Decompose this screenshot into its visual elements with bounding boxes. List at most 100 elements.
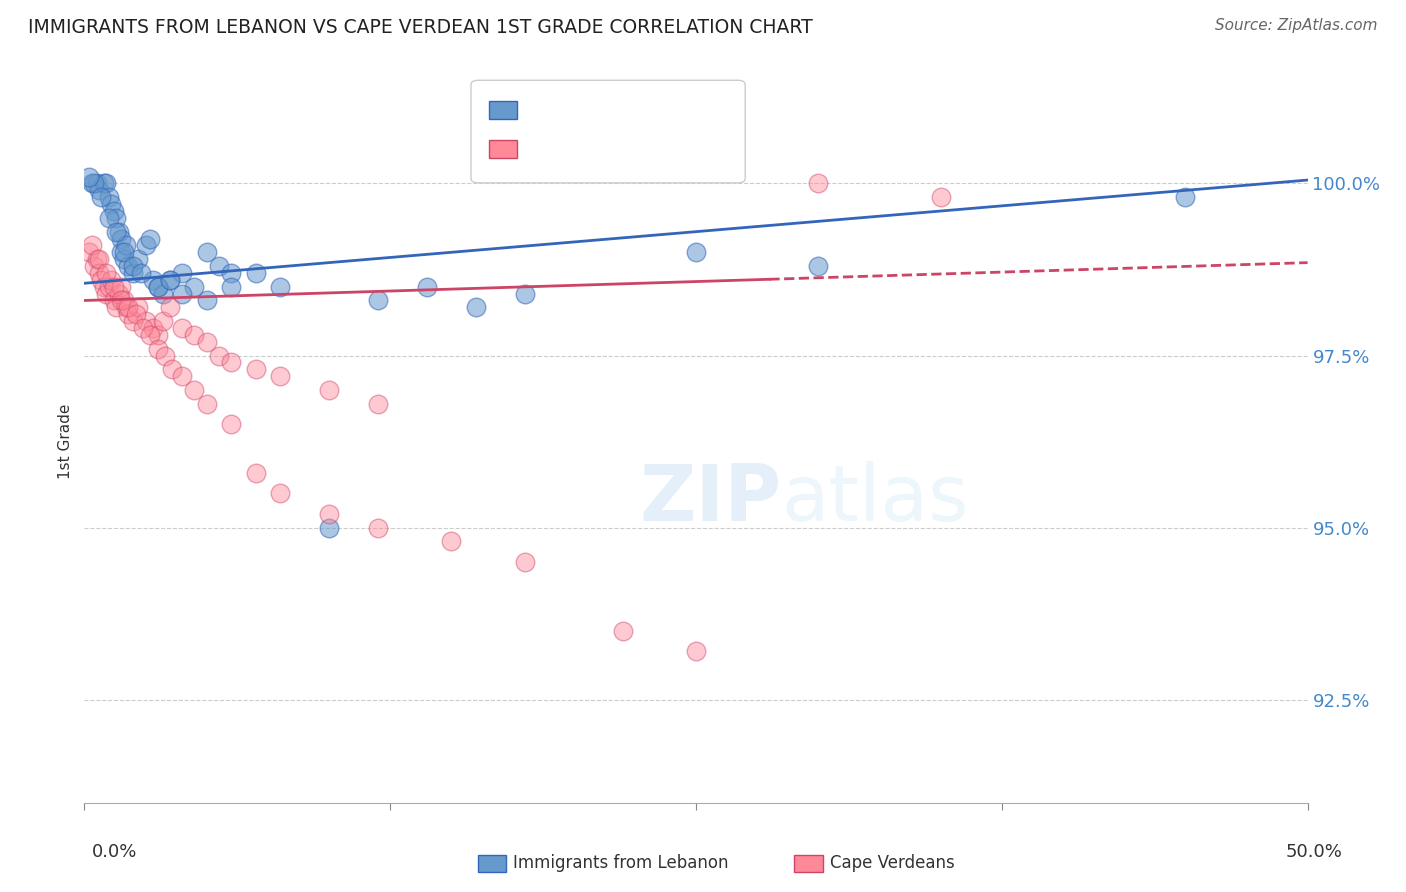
Point [172, 321, 194, 335]
Point [208, 259, 231, 273]
Point [172, 266, 194, 280]
Point [146, 342, 169, 356]
Point [80, 238, 103, 252]
Point [208, 349, 231, 363]
Point [103, 279, 125, 293]
Point [159, 273, 181, 287]
Point [96, 177, 118, 191]
Point [219, 266, 242, 280]
Point [219, 417, 242, 432]
Point [195, 245, 218, 260]
Point [183, 383, 205, 397]
Point [1174, 190, 1197, 204]
Point [93, 177, 115, 191]
Point [110, 245, 132, 260]
Point [103, 293, 125, 308]
Point [416, 279, 439, 293]
Text: ZIP: ZIP [640, 461, 782, 537]
Point [125, 307, 148, 321]
Point [195, 397, 218, 411]
Point [96, 286, 118, 301]
Text: Source: ZipAtlas.com: Source: ZipAtlas.com [1215, 18, 1378, 33]
Point [195, 293, 218, 308]
Point [93, 279, 115, 293]
Point [107, 286, 129, 301]
Text: R =  0.068: R = 0.068 [526, 140, 621, 158]
Point [105, 225, 128, 239]
Point [77, 169, 100, 184]
Point [685, 644, 707, 658]
Point [122, 266, 145, 280]
Point [90, 273, 112, 287]
Point [100, 273, 122, 287]
Point [146, 327, 169, 342]
Text: N =  51: N = 51 [644, 101, 713, 119]
Text: IMMIGRANTS FROM LEBANON VS CAPE VERDEAN 1ST GRADE CORRELATION CHART: IMMIGRANTS FROM LEBANON VS CAPE VERDEAN … [28, 18, 813, 37]
Point [86, 252, 108, 267]
Point [117, 307, 139, 321]
Point [127, 252, 149, 267]
Y-axis label: 1st Grade: 1st Grade [58, 404, 73, 479]
Point [318, 507, 340, 521]
Point [153, 349, 176, 363]
Point [139, 327, 162, 342]
Point [513, 286, 536, 301]
Point [135, 314, 157, 328]
Point [97, 190, 120, 204]
Point [139, 231, 162, 245]
Text: 50.0%: 50.0% [1286, 843, 1343, 861]
Point [115, 238, 138, 252]
Point [367, 293, 389, 308]
Point [90, 190, 112, 204]
Point [117, 301, 139, 315]
Point [112, 293, 135, 308]
Point [159, 273, 181, 287]
Point [219, 279, 242, 293]
Point [440, 534, 463, 549]
Point [183, 327, 205, 342]
Point [135, 238, 157, 252]
Point [245, 266, 267, 280]
Point [195, 334, 218, 349]
Point [122, 259, 145, 273]
Point [245, 466, 267, 480]
Point [685, 245, 707, 260]
Point [87, 183, 110, 197]
Point [77, 245, 100, 260]
Text: Immigrants from Lebanon: Immigrants from Lebanon [513, 855, 728, 872]
Point [87, 252, 110, 267]
Point [97, 211, 120, 225]
Point [107, 225, 129, 239]
Point [513, 555, 536, 569]
Point [146, 279, 169, 293]
Point [162, 362, 184, 376]
Point [86, 177, 108, 191]
Text: R =  0.222: R = 0.222 [526, 101, 621, 119]
Point [269, 279, 291, 293]
Point [110, 293, 132, 308]
Point [83, 259, 105, 273]
Text: N =  58: N = 58 [644, 140, 713, 158]
Point [146, 279, 169, 293]
Point [103, 204, 125, 219]
Point [129, 266, 152, 280]
Point [112, 245, 135, 260]
Point [112, 252, 135, 267]
Point [269, 369, 291, 384]
Point [807, 259, 830, 273]
Point [110, 279, 132, 293]
Point [152, 314, 174, 328]
Point [142, 273, 165, 287]
Point [367, 397, 389, 411]
Point [929, 190, 952, 204]
Point [245, 362, 267, 376]
Point [367, 520, 389, 534]
Point [159, 301, 181, 315]
Point [183, 279, 205, 293]
Point [83, 177, 105, 191]
Point [87, 266, 110, 280]
Point [269, 486, 291, 500]
Text: Cape Verdeans: Cape Verdeans [830, 855, 955, 872]
Point [100, 197, 122, 211]
Point [117, 259, 139, 273]
